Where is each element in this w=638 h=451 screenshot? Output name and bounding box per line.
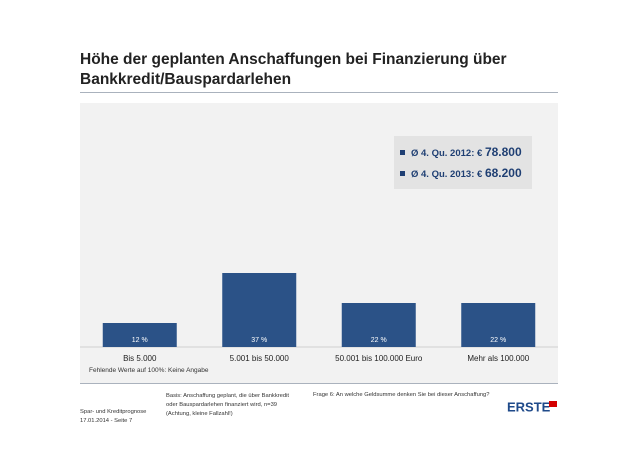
- x-tick-label-3: 50.001 bis 100.000 Euro: [335, 354, 423, 363]
- footer-basis: Basis: Anschaffung geplant, die über Ban…: [166, 393, 289, 417]
- bar-label-3: 22 %: [371, 337, 387, 344]
- x-tick-label-2: 5.001 bis 50.000: [230, 354, 290, 363]
- legend-2012-label: Ø 4. Qu. 2012: €: [411, 148, 483, 159]
- bullet-square-icon: [400, 149, 405, 155]
- bar-chart: 12 % Bis 5.000 37 % 5.001 bis 50.000 22 % 50.…: [80, 273, 558, 363]
- legend-2012-value: 78.800: [484, 145, 522, 159]
- footer-line-1: Spar- und Kreditprognose: [80, 409, 147, 415]
- erste-logo: ERSTE: [507, 400, 557, 413]
- bar-label-1: 12 %: [132, 337, 148, 344]
- footer-source: Spar- und Kreditprognose 17.01.2014 - Se…: [80, 408, 146, 426]
- missing-values-note: Fehlende Werte auf 100%: Keine Angabe: [89, 367, 209, 374]
- page-title: Höhe der geplanten Anschaffungen bei Fin…: [80, 51, 507, 88]
- erste-logo-text: ERSTE: [507, 400, 551, 413]
- footer-question: Frage 6: An welche Geldsumme denken Sie …: [313, 392, 490, 398]
- bar-1: [102, 323, 177, 347]
- bar-2: [222, 273, 297, 347]
- average-legend-box: [394, 136, 532, 189]
- bar-label-4: 22 %: [490, 337, 506, 344]
- legend-2013-label: Ø 4. Qu. 2013: €: [411, 169, 483, 180]
- footer-line-2: 17.01.2014 - Seite 7: [80, 418, 133, 424]
- legend-item-2012: Ø 4. Qu. 2012: € 78.800: [400, 145, 522, 159]
- bar-label-2: 37 %: [251, 337, 267, 344]
- x-tick-label-1: Bis 5.000: [123, 354, 157, 363]
- x-tick-label-4: Mehr als 100.000: [467, 354, 529, 363]
- legend-item-2013: Ø 4. Qu. 2013: € 68.200: [400, 166, 522, 180]
- legend-2013-value: 68.200: [484, 166, 522, 180]
- footer-divider: [80, 383, 558, 384]
- bullet-square-icon: [400, 170, 405, 176]
- bar-3: [341, 303, 416, 347]
- title-divider: [80, 92, 558, 93]
- bar-4: [461, 303, 536, 347]
- erste-logo-mark: [549, 401, 557, 407]
